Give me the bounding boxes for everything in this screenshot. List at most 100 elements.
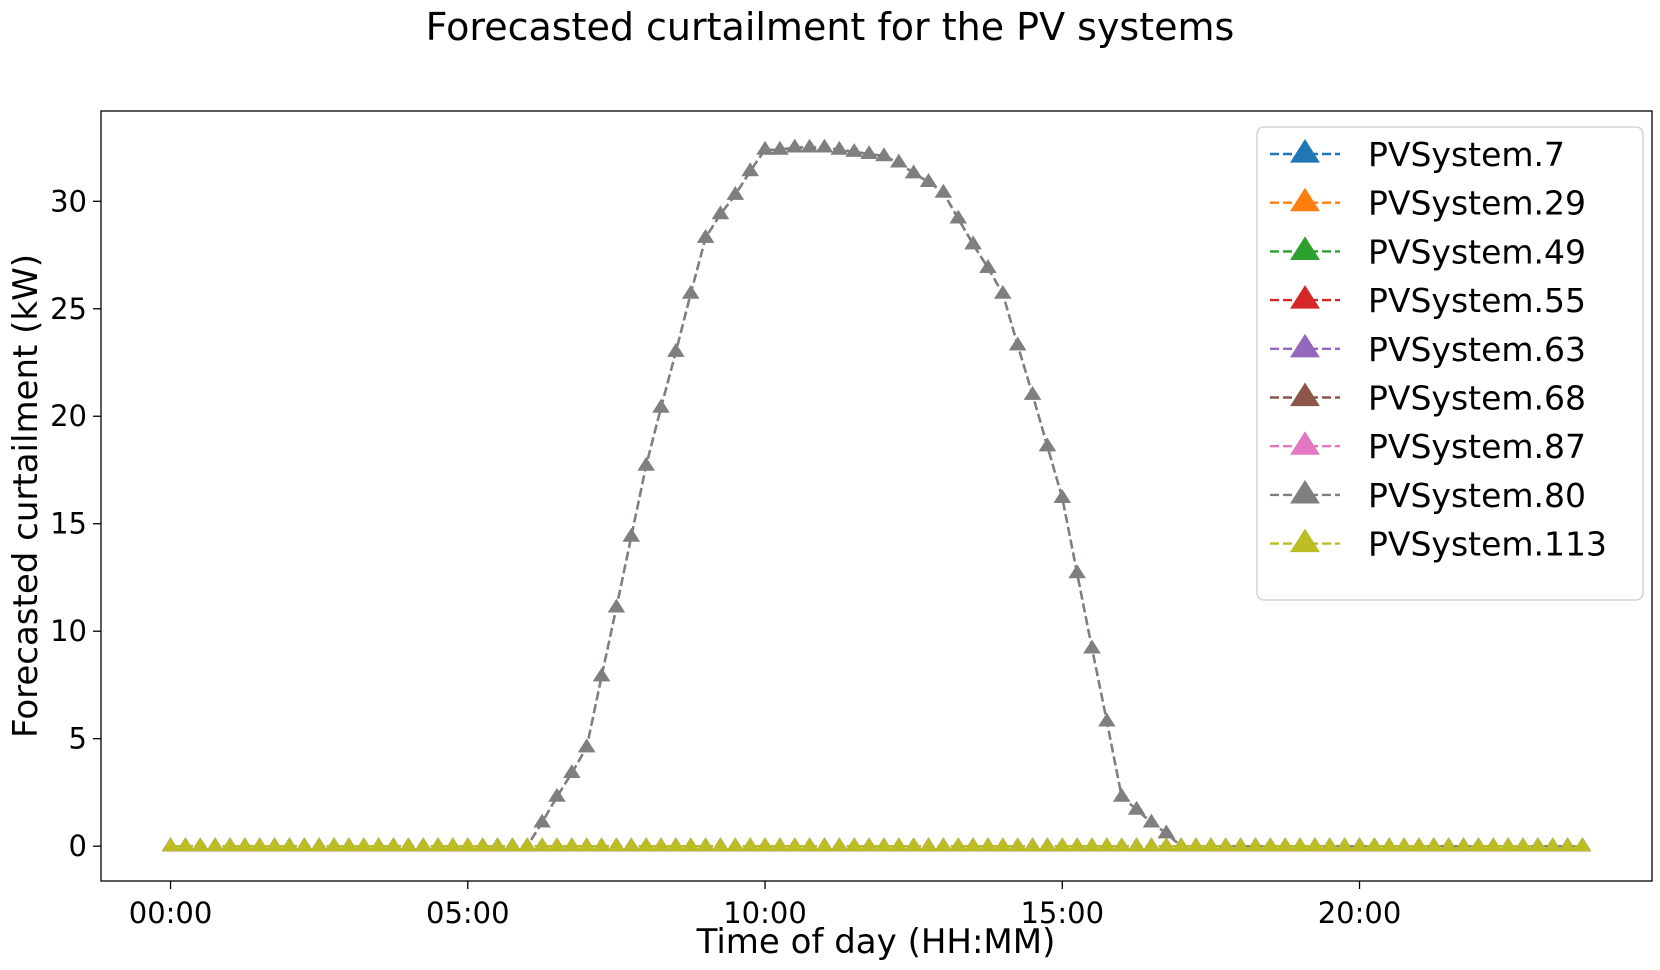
data-point (905, 837, 923, 852)
data-point (771, 837, 789, 852)
data-point (444, 837, 462, 852)
y-tick-label: 30 (50, 184, 87, 218)
y-tick-label: 5 (69, 722, 87, 756)
legend-label: PVSystem.63 (1368, 330, 1586, 369)
data-point (964, 235, 982, 250)
x-tick-label: 15:00 (1020, 896, 1104, 930)
series-layer (161, 138, 1592, 852)
data-point (592, 667, 611, 682)
data-point (1246, 837, 1265, 852)
data-point (355, 837, 373, 852)
data-point (875, 837, 893, 852)
data-point (830, 141, 848, 155)
legend-item: PVSystem.80 (1270, 476, 1586, 515)
data-point (1038, 437, 1057, 452)
data-point (488, 837, 507, 852)
data-point (1157, 837, 1175, 852)
data-point (563, 764, 581, 779)
data-point (399, 837, 417, 852)
legend-label: PVSystem.68 (1368, 379, 1586, 418)
legend-label: PVSystem.7 (1368, 135, 1565, 174)
data-point (905, 164, 923, 179)
data-point (1558, 837, 1577, 852)
data-point (369, 837, 388, 852)
data-point (1053, 489, 1071, 503)
legend-item: PVSystem.68 (1270, 379, 1586, 418)
data-point (1231, 837, 1250, 852)
data-point (1217, 837, 1235, 852)
data-point (979, 837, 997, 852)
data-point (325, 837, 343, 852)
legend-marker (1290, 138, 1320, 163)
data-point (1202, 837, 1220, 852)
data-point (414, 837, 432, 852)
y-axis-label: Forecasted curtailment (kW) (6, 254, 46, 738)
data-point (176, 837, 195, 852)
data-point (875, 147, 893, 162)
data-point (622, 527, 640, 542)
legend-label: PVSystem.49 (1368, 232, 1586, 271)
data-point (251, 837, 269, 852)
legend-marker (1290, 236, 1320, 260)
data-point (1529, 837, 1547, 852)
data-point (1009, 837, 1027, 852)
data-point (1157, 824, 1175, 839)
data-point (771, 141, 789, 155)
data-point (1395, 837, 1413, 852)
legend-label: PVSystem.29 (1368, 184, 1586, 223)
data-point (1068, 564, 1086, 579)
data-point (890, 153, 908, 168)
data-point (800, 837, 819, 852)
y-tick-label: 15 (50, 507, 87, 541)
legend-item: PVSystem.113 (1270, 525, 1607, 564)
data-point (711, 837, 730, 852)
data-point (860, 837, 878, 852)
data-point (592, 837, 611, 852)
data-point (667, 343, 685, 357)
legend-label: PVSystem.113 (1368, 525, 1607, 564)
chart-title: Forecasted curtailment for the PV system… (426, 5, 1235, 49)
legend-marker (1290, 528, 1320, 553)
data-point (578, 837, 596, 852)
data-point (1009, 336, 1027, 351)
legend-marker (1290, 431, 1320, 455)
data-point (919, 173, 938, 187)
legend-marker (1290, 187, 1320, 212)
data-point (1127, 800, 1146, 815)
data-point (919, 837, 938, 852)
data-point (607, 837, 626, 852)
data-point (741, 837, 759, 852)
data-point (830, 837, 848, 852)
data-point (622, 837, 640, 852)
data-point (563, 837, 581, 852)
legend-label: PVSystem.55 (1368, 281, 1586, 320)
data-point (652, 837, 670, 852)
legend-item: PVSystem.63 (1270, 330, 1586, 369)
data-point (815, 837, 834, 852)
data-point (1276, 837, 1294, 852)
data-point (1425, 837, 1443, 852)
data-point (503, 837, 522, 852)
series-PVSystem.113 (161, 837, 1592, 852)
y-tick-label: 25 (50, 292, 87, 326)
data-point (741, 162, 759, 177)
data-point (756, 837, 774, 852)
data-point (1023, 837, 1042, 852)
data-point (1544, 837, 1562, 852)
data-point (1053, 837, 1071, 852)
data-point (295, 837, 313, 852)
data-point (726, 837, 744, 852)
data-point (548, 837, 566, 852)
legend-label: PVSystem.87 (1368, 427, 1586, 466)
data-point (310, 837, 328, 852)
data-point (1142, 837, 1161, 852)
legend-marker (1290, 285, 1320, 309)
data-point (949, 209, 967, 224)
data-point (1068, 837, 1086, 852)
data-point (533, 837, 551, 852)
data-point (756, 141, 774, 155)
data-point (994, 837, 1012, 852)
data-point (949, 837, 967, 852)
data-point (191, 837, 209, 852)
data-point (1499, 837, 1517, 852)
